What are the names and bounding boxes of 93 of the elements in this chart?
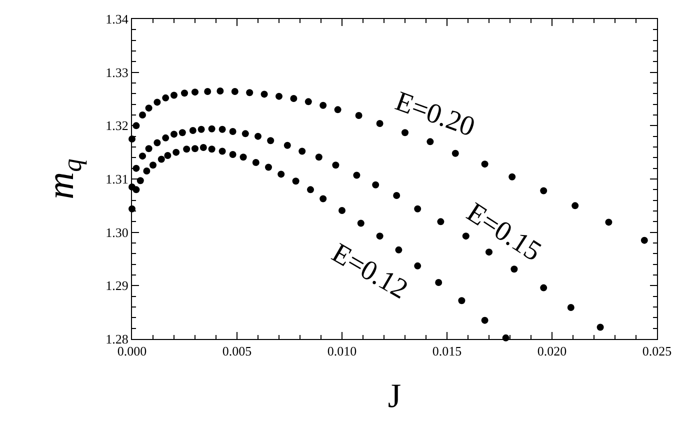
point	[218, 126, 226, 133]
point	[200, 144, 207, 152]
point	[162, 134, 170, 142]
point	[540, 284, 548, 292]
point	[139, 112, 146, 118]
y-tick-label: 1.30	[106, 224, 128, 240]
point	[437, 218, 444, 226]
point	[540, 187, 548, 194]
point	[292, 178, 300, 185]
point	[452, 150, 459, 157]
x-tick-label: 0.020	[537, 344, 567, 359]
point	[567, 304, 574, 312]
point	[172, 148, 180, 156]
point	[145, 104, 152, 112]
point	[332, 162, 340, 169]
point	[372, 181, 380, 188]
point	[240, 154, 247, 161]
x-tick-label: 0.025	[642, 344, 672, 359]
point	[208, 125, 216, 132]
x-tick-label: 0.010	[327, 344, 357, 359]
point	[164, 152, 172, 160]
point	[435, 278, 442, 286]
point	[246, 89, 254, 96]
point	[315, 154, 322, 161]
point	[154, 98, 161, 106]
point	[143, 168, 150, 174]
point	[150, 162, 156, 169]
point	[304, 98, 312, 106]
point	[290, 94, 298, 102]
y-tick-label: 1.31	[106, 172, 128, 187]
point	[376, 120, 384, 128]
point	[254, 132, 262, 140]
x-axis-title: J	[388, 378, 402, 415]
point	[334, 106, 342, 114]
point	[426, 138, 434, 146]
point	[376, 232, 384, 240]
point	[508, 173, 516, 180]
point	[320, 195, 327, 202]
point	[154, 139, 161, 146]
point	[510, 266, 518, 273]
y-tick-label: 1.34	[106, 12, 129, 27]
point	[481, 160, 488, 168]
point	[198, 126, 205, 133]
point	[572, 202, 579, 210]
point	[204, 88, 212, 96]
point	[414, 262, 422, 270]
point	[393, 192, 400, 200]
point	[265, 164, 272, 171]
text: E=0.20	[391, 86, 479, 144]
point	[284, 142, 291, 149]
point	[218, 148, 226, 155]
y-tick-label: 1.32	[106, 118, 128, 134]
point	[183, 146, 190, 153]
point	[170, 92, 178, 99]
point	[481, 316, 488, 324]
point	[136, 177, 144, 184]
point	[355, 112, 362, 120]
y-tick-label: 1.29	[106, 278, 128, 294]
point	[189, 126, 196, 134]
point	[307, 186, 314, 194]
point	[458, 297, 466, 304]
point	[320, 102, 327, 109]
point	[216, 88, 224, 94]
point	[158, 156, 165, 163]
point	[596, 324, 604, 331]
point	[181, 90, 188, 97]
point	[298, 148, 306, 155]
point	[278, 170, 285, 178]
point	[353, 172, 360, 179]
x-tick-label: 0.005	[222, 344, 252, 359]
x-tick-label: 0.015	[432, 344, 462, 359]
point	[208, 146, 216, 153]
point	[267, 137, 274, 144]
point	[192, 145, 198, 152]
point	[357, 220, 364, 227]
point	[231, 88, 238, 96]
point	[242, 130, 249, 138]
point	[229, 128, 236, 136]
point	[338, 206, 346, 214]
point	[178, 129, 186, 136]
point	[260, 90, 268, 98]
point	[605, 218, 612, 226]
point	[170, 130, 178, 138]
y-tick-label: 1.33	[106, 64, 128, 80]
point	[192, 88, 198, 96]
point	[229, 150, 236, 158]
point	[414, 205, 422, 212]
point	[640, 236, 648, 244]
point	[139, 152, 146, 160]
point	[162, 94, 170, 102]
point	[252, 158, 260, 166]
point	[276, 92, 282, 100]
point	[145, 145, 152, 152]
